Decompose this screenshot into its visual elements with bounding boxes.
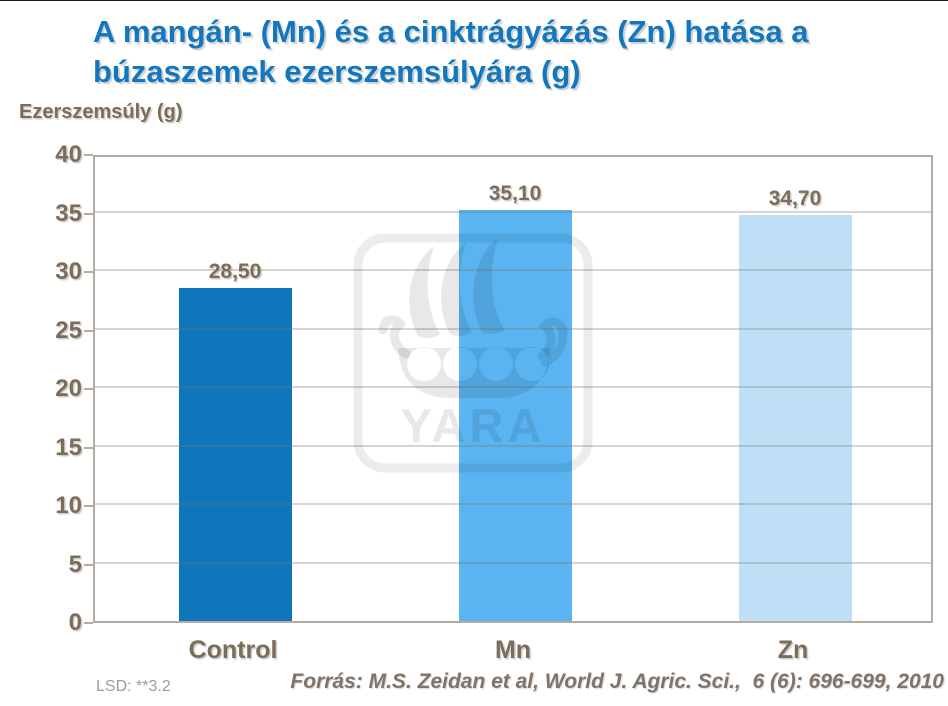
- y-tick-mark: [84, 622, 93, 624]
- y-tick-mark: [84, 388, 93, 390]
- y-tick-mark: [84, 505, 93, 507]
- y-tick-mark: [84, 563, 93, 566]
- y-tick-label: 0: [68, 609, 82, 636]
- source-citation: Forrás: M.S. Zeidan et al, World J. Agri…: [290, 670, 944, 693]
- y-tick-mark: [84, 446, 93, 449]
- bar-value-label-control: 28,50: [208, 259, 262, 283]
- gridline: [95, 327, 931, 330]
- x-axis-label-mn: Mn: [494, 636, 532, 664]
- y-axis-title: Ezerszemsúly (g): [19, 101, 183, 123]
- y-tick-label: 35: [55, 199, 82, 227]
- bar-mn: [458, 210, 572, 621]
- chart-title-line1: A mangán- (Mn) és a cinktrágyázás (Zn) h…: [93, 14, 809, 49]
- plot-area: 28,50 35,10 34,70: [93, 155, 933, 623]
- bar-value-label-zn: 34,70: [768, 187, 822, 210]
- y-tick-mark: [84, 329, 93, 332]
- bar-value-label-mn: 35,10: [488, 182, 542, 206]
- y-tick-label: 20: [55, 375, 82, 402]
- y-tick-label: 15: [55, 433, 82, 461]
- lsd-note: LSD: **3.2: [96, 678, 171, 695]
- y-tick-mark: [84, 154, 93, 156]
- gridline: [95, 269, 931, 271]
- gridline: [95, 386, 931, 388]
- y-tick-mark: [84, 271, 93, 273]
- x-axis-label-control: Control: [188, 636, 278, 664]
- y-tick-label: 30: [55, 258, 82, 285]
- y-tick-label: 40: [55, 141, 82, 168]
- chart-title: A mangán- (Mn) és a cinktrágyázás (Zn) h…: [93, 12, 893, 92]
- bar-zn: [738, 215, 852, 621]
- y-tick-label: 5: [68, 550, 82, 578]
- x-axis-label-zn: Zn: [777, 636, 809, 664]
- gridline: [95, 561, 931, 564]
- gridline: [95, 503, 931, 505]
- slide-top-border: [0, 0, 948, 1]
- y-tick-label: 25: [55, 316, 82, 344]
- gridline: [95, 210, 931, 213]
- chart-title-line2: búzaszemek ezerszemsúlyára (g): [93, 54, 581, 89]
- bar-control: [178, 287, 292, 621]
- y-tick-label: 10: [55, 492, 82, 519]
- y-tick-mark: [84, 212, 93, 215]
- gridline: [95, 444, 931, 447]
